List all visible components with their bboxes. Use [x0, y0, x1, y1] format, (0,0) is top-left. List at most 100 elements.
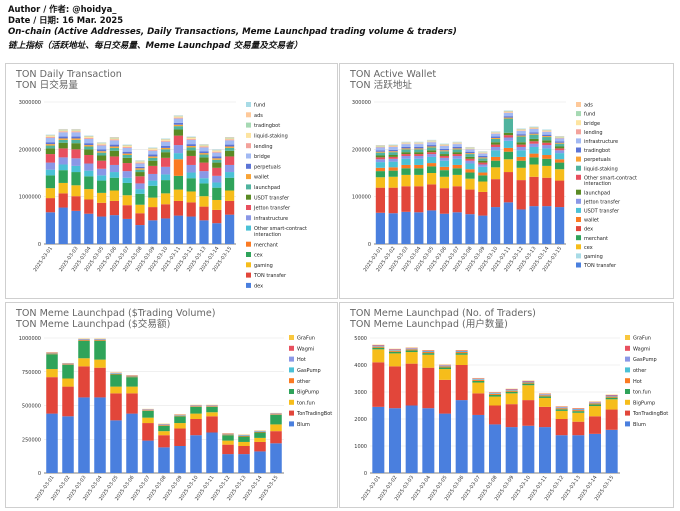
bar-segment-bridge [122, 147, 132, 152]
bar-segment-liquid-staking [452, 149, 462, 153]
bar-segment-hot [605, 396, 618, 398]
bar-segment-hot [372, 346, 385, 348]
bar-segment-jetton-transfer [58, 148, 68, 158]
bar-segment-launchpad [375, 155, 386, 158]
bar-segment-cex [148, 185, 158, 198]
y-tick-label: 100000 [352, 195, 371, 201]
bar-segment-bridge [109, 140, 120, 145]
bar-segment-ton-transfer [529, 206, 539, 244]
bar-segment-dex [148, 220, 158, 244]
bar-segment-other [572, 409, 585, 411]
bar-segment-ton-fun [455, 353, 468, 355]
bar-segment-bigpump [472, 382, 485, 394]
bar-segment-launchpad [173, 126, 184, 130]
bar-segment-ton-transfer [426, 210, 437, 244]
bar-segment-gaspump [405, 348, 418, 349]
bar-segment-bridge [96, 145, 107, 150]
bar-segment-cex [516, 167, 526, 181]
bar-segment-blum [110, 420, 122, 473]
bar-segment-perpetuals [109, 144, 120, 147]
bar-segment-bigpump [222, 435, 234, 441]
bar-segment-cex [554, 169, 565, 181]
title-english: On-chain (Active Addresses, Daily Transa… [8, 27, 457, 37]
bar-segment-bigpump [174, 416, 186, 424]
legend-swatch [576, 165, 581, 171]
bar-segment-hot [505, 390, 518, 392]
bar-segment-jetton-transfer [84, 155, 94, 164]
bar-segment-blum [422, 408, 435, 473]
bar-segment-other-smart-contract-interaction [414, 154, 424, 156]
bar-segment-tontradingbot [62, 386, 74, 417]
bar-segment-tontradingbot [206, 416, 218, 433]
bar-segment-dex [212, 223, 222, 244]
bar-segment-jetton-transfer [135, 176, 145, 184]
bar-segment-bridge [148, 150, 158, 155]
bar-segment-infrastructure [375, 147, 386, 151]
bar-segment-launchpad [554, 146, 565, 149]
bar-segment-gaspump [472, 378, 485, 380]
bar-segment-jetton-transfer [426, 154, 437, 157]
bar-segment-liquid-staking [478, 158, 488, 161]
bar-segment-lending [71, 131, 81, 133]
bar-segment-gaming [58, 182, 68, 194]
bar-segment-usdt-transfer [490, 150, 501, 157]
legend-swatch [625, 345, 630, 351]
bar-segment-usdt-transfer [375, 162, 386, 168]
bar-segment-blum [142, 440, 154, 473]
bar-segment-other [78, 340, 90, 341]
bar-segment-tontradingbot [254, 441, 266, 452]
bar-segment-other-smart-contract-interaction [426, 152, 437, 155]
bar-segment-usdt-transfer [426, 156, 437, 164]
bar-segment-wallet [96, 151, 107, 153]
bar-segment-dex [173, 215, 184, 244]
bar-segment-infrastructure [414, 144, 424, 147]
bar-segment-gaming [173, 189, 184, 201]
bar-segment-infrastructure [109, 164, 120, 173]
bar-segment-dex [542, 177, 552, 207]
bar-segment-other-smart-contract-interaction [224, 172, 235, 178]
bar-segment-merchant [490, 160, 501, 168]
legend-label: fund [584, 112, 595, 118]
bar-segment-wallet [224, 146, 235, 148]
bar-segment-tradingbot [516, 134, 526, 136]
bar-segment-lending [84, 137, 94, 139]
bar-segment-usdt-transfer [439, 160, 450, 167]
bar-segment-usdt-transfer [45, 148, 56, 155]
legend-swatch [246, 252, 251, 257]
bar-segment-gaspump [539, 394, 551, 395]
bar-segment-wagmi [522, 380, 535, 382]
bar-segment-ton-transfer [401, 211, 411, 244]
bar-segment-gaspump [422, 350, 435, 352]
bar-segment-tradingbot [542, 134, 552, 137]
bar-segment-wagmi [372, 345, 385, 346]
bar-segment-blum [78, 397, 90, 473]
bar-segment-liquid-staking [426, 147, 437, 151]
bar-segment-dex [490, 179, 501, 208]
bar-segment-perpetuals [426, 146, 437, 148]
bar-segment-launchpad [478, 160, 488, 163]
y-tick-label: 4000 [354, 363, 367, 369]
legend-label: gaming [584, 254, 603, 260]
bar-segment-merchant [439, 170, 450, 177]
bar-segment-perpetuals [148, 154, 158, 157]
legend-swatch [576, 244, 581, 250]
chart-title: TON Daily Transaction [16, 69, 122, 80]
bar-segment-blum [270, 443, 282, 473]
bar-segment-hot [489, 393, 501, 395]
bar-segment-tontradingbot [405, 363, 418, 406]
bar-segment-hot [422, 352, 435, 354]
bar-segment-usdt-transfer [173, 129, 184, 136]
bar-segment-gaspump [522, 381, 535, 383]
bar-segment-tontradingbot [422, 367, 435, 409]
bar-segment-other-smart-contract-interaction [58, 164, 68, 171]
bar-segment-bigpump [572, 412, 585, 422]
bar-segment-jetton-transfer [401, 155, 411, 159]
legend-label: ton.fun [297, 400, 315, 406]
legend-swatch [246, 153, 251, 159]
bar-segment-perpetuals [212, 156, 222, 159]
bar-segment-launchpad [58, 139, 68, 143]
bar-segment-perpetuals [71, 136, 81, 139]
bar-segment-lending [135, 162, 145, 164]
bar-segment-liquid-staking [199, 145, 209, 147]
bar-segment-jetton-transfer [109, 156, 120, 165]
